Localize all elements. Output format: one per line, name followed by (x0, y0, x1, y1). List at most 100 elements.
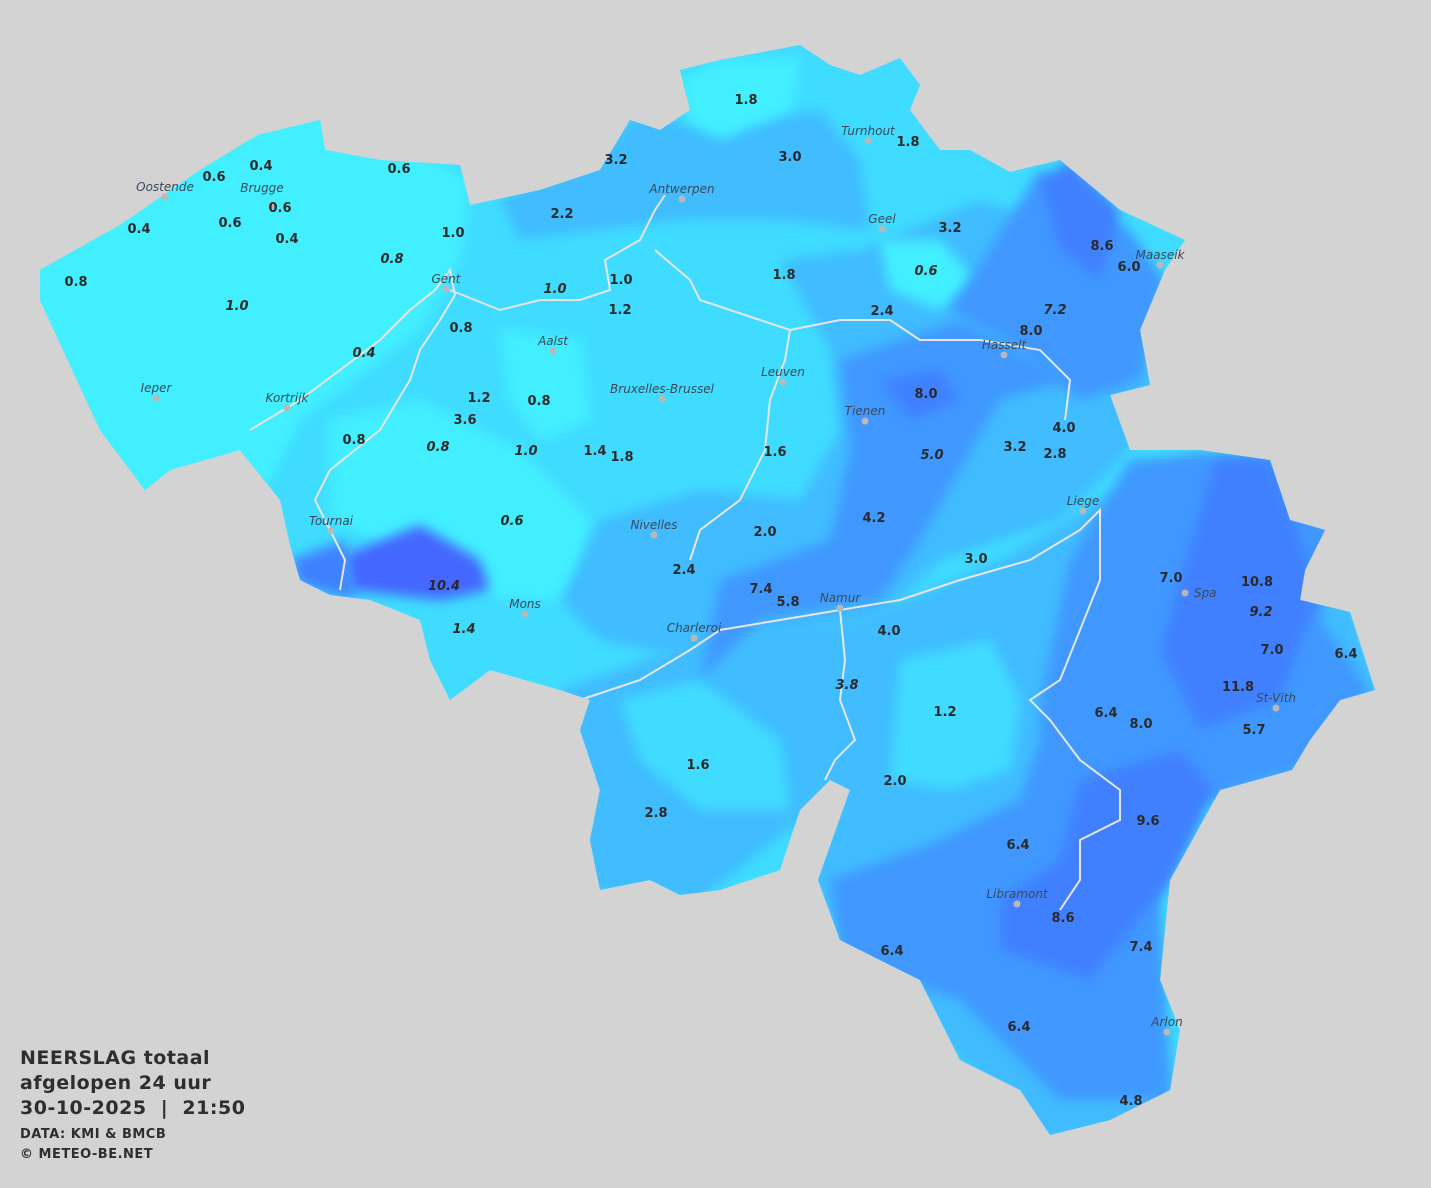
precip-value: 0.8 (342, 433, 365, 448)
precip-value: 1.2 (933, 705, 956, 720)
city-label: Maaseik (1136, 248, 1186, 262)
city-dot (861, 417, 869, 425)
city-label: Charleroi (667, 621, 722, 635)
precip-value: 3.0 (778, 150, 801, 165)
precip-value: 0.4 (127, 222, 150, 237)
data-source: DATA: KMI & BMCB (20, 1127, 167, 1142)
precip-value: 6.4 (880, 944, 903, 959)
precip-value: 0.8 (64, 275, 87, 290)
city-label: Arlon (1150, 1015, 1182, 1029)
precip-value: 3.2 (604, 153, 627, 168)
precip-value: 0.6 (202, 170, 225, 185)
city-label: Spa (1194, 586, 1217, 600)
precipitation-zones (40, 60, 1375, 1135)
city-label: Bruxelles-Brussel (610, 382, 715, 396)
map-title-line2: afgelopen 24 uur (20, 1072, 212, 1094)
precip-value: 1.8 (772, 268, 795, 283)
river (449, 194, 666, 312)
zone-level_0 (680, 60, 800, 140)
river (654, 249, 1072, 421)
city-dot (1181, 589, 1189, 597)
zone-level_0 (500, 330, 590, 440)
map-title-line1: NEERSLAG totaal (20, 1047, 211, 1069)
precip-value: 3.6 (453, 413, 476, 428)
city-label: Mons (509, 597, 541, 611)
river (579, 507, 1121, 911)
precip-value: 9.2 (1249, 605, 1272, 620)
precip-value: 8.6 (1051, 911, 1074, 926)
city-label: Nivelles (630, 518, 677, 532)
precip-value: 4.0 (877, 624, 900, 639)
city-label: Aalst (537, 334, 569, 348)
city-label: Gent (432, 272, 462, 286)
precip-value: 1.0 (543, 282, 566, 297)
city-dot (442, 285, 450, 293)
precip-value: 2.2 (550, 207, 573, 222)
city-dot (521, 610, 529, 618)
city-label: Antwerpen (648, 182, 714, 196)
city-label: Libramont (986, 887, 1049, 901)
precip-value: 1.0 (609, 273, 632, 288)
city-dot (864, 137, 872, 145)
zone-level_4 (880, 370, 960, 420)
city-dot (779, 378, 787, 386)
precip-value: 5.0 (920, 448, 943, 463)
precip-value: 8.0 (1129, 717, 1152, 732)
precip-value: 2.8 (644, 806, 667, 821)
precip-value: 0.4 (275, 232, 298, 247)
precip-value: 10.4 (428, 579, 460, 594)
zone-level_1 (890, 640, 1020, 790)
map-datetime: 30-10-2025 | 21:50 (20, 1097, 246, 1119)
city-dot (650, 531, 658, 539)
city-label: Tournai (309, 514, 354, 528)
precip-value: 0.6 (218, 216, 241, 231)
city-label: Leuven (761, 365, 805, 379)
precip-value: 1.2 (608, 303, 631, 318)
precip-value: 0.4 (249, 159, 272, 174)
zone-level_1 (420, 600, 560, 700)
precip-value: 7.4 (1129, 940, 1152, 955)
precip-value: 7.0 (1260, 643, 1283, 658)
precip-value: 8.0 (914, 387, 937, 402)
city-label: Oostende (136, 180, 194, 194)
precip-value: 7.4 (749, 582, 772, 597)
city-label: Tienen (845, 404, 886, 418)
zone-level_3 (700, 320, 1070, 680)
copyright: © METEO-BE.NET (20, 1147, 154, 1162)
zone-level_2 (500, 110, 870, 240)
city-dot (268, 201, 276, 209)
precip-value: 0.4 (352, 346, 375, 361)
precip-value: 1.8 (896, 135, 919, 150)
precip-value: 1.0 (514, 444, 537, 459)
city-label: Kortrijk (266, 391, 310, 405)
city-dot (678, 195, 686, 203)
zone-level_4 (1000, 750, 1215, 980)
city-dot (878, 225, 886, 233)
precip-value: 11.8 (1222, 680, 1254, 695)
zone-level_4 (1160, 460, 1320, 730)
precip-value: 0.8 (426, 440, 449, 455)
city-dot (1079, 507, 1087, 515)
city-dot (1272, 704, 1280, 712)
precip-value: 0.6 (387, 162, 410, 177)
city-dot (658, 395, 666, 403)
precip-value: 1.4 (452, 622, 475, 637)
city-labels: Oostende Brugge Antwerpen Turnhout Geel Maase… (136, 124, 1296, 1036)
precip-value: 2.0 (883, 774, 906, 789)
precip-value: 1.0 (441, 226, 464, 241)
precip-value: 6.4 (1007, 1020, 1030, 1035)
precip-value: 4.8 (1119, 1094, 1142, 1109)
city-label: Brugge (240, 181, 283, 195)
city-label: Liege (1067, 494, 1099, 508)
city-label: Geel (868, 212, 896, 226)
precip-value: 1.6 (763, 445, 786, 460)
zone-level_1 (620, 680, 790, 810)
city-dot (836, 604, 844, 612)
city-dot (549, 347, 557, 355)
zone-level_0 (880, 240, 975, 310)
river (249, 267, 457, 591)
city-dot (161, 193, 169, 201)
precip-value: 1.2 (467, 391, 490, 406)
precip-value: 5.7 (1242, 723, 1265, 738)
